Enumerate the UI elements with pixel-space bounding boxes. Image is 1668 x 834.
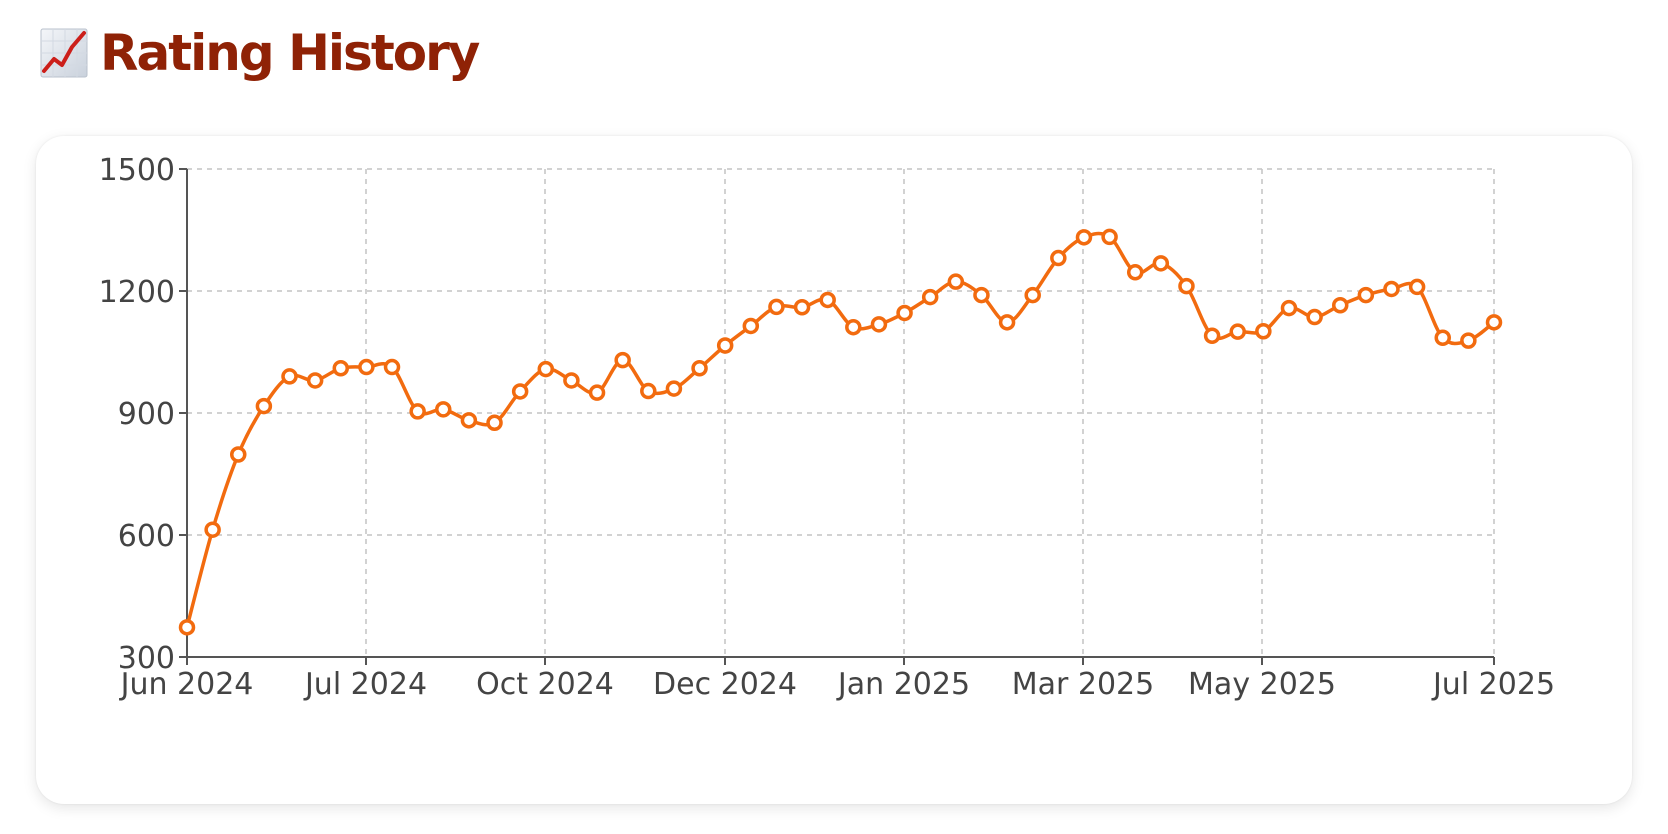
data-point — [640, 382, 657, 400]
x-tick-label: Oct 2024 — [476, 667, 614, 702]
data-point — [255, 397, 273, 415]
x-tick-label: Jan 2025 — [836, 667, 970, 702]
x-tick-label: Dec 2024 — [653, 667, 797, 702]
rating-line — [185, 231, 1496, 628]
data-point — [204, 521, 221, 538]
data-point — [716, 337, 734, 354]
data-point — [1280, 299, 1298, 317]
data-point — [896, 304, 913, 322]
data-point — [1408, 278, 1426, 296]
data-point — [281, 368, 298, 385]
data-point — [383, 358, 401, 376]
data-point — [563, 372, 580, 389]
x-tick-label: May 2025 — [1188, 667, 1336, 702]
x-tick-label: Jun 2024 — [119, 667, 254, 702]
grid — [187, 168, 1495, 657]
data-point — [921, 288, 939, 306]
data-point — [793, 299, 811, 316]
data-point — [1306, 308, 1323, 326]
rating-chart-card: 300 600 900 1200 1500 Jun 2024 Jul 2024 Oct 202… — [36, 136, 1632, 804]
data-point — [332, 360, 350, 377]
rating-series — [178, 228, 1503, 636]
data-point — [845, 318, 862, 336]
data-point — [230, 446, 247, 463]
y-tick-label: 300 — [118, 641, 175, 676]
y-tick-label: 1200 — [99, 275, 175, 310]
data-point — [1383, 280, 1400, 298]
data-point — [1178, 277, 1195, 295]
data-point — [819, 291, 836, 309]
data-point — [742, 317, 760, 335]
data-point — [511, 383, 529, 400]
data-point — [486, 414, 503, 432]
rating-history-chart: 300 600 900 1200 1500 Jun 2024 Jul 2024 Oct 202… — [99, 153, 1555, 702]
data-point — [1331, 296, 1349, 314]
data-point — [1434, 329, 1451, 347]
x-tick-label: Jul 2025 — [1431, 667, 1555, 702]
data-point — [537, 360, 555, 378]
page-title: Rating History — [100, 24, 480, 82]
data-point — [435, 401, 452, 418]
y-tick-label: 900 — [118, 397, 175, 432]
y-tick-label: 1500 — [99, 153, 175, 188]
x-tick-label: Mar 2025 — [1012, 667, 1155, 702]
chart-increasing-icon — [40, 28, 88, 78]
data-point — [1126, 264, 1144, 281]
data-point — [1203, 327, 1221, 344]
data-point — [1050, 249, 1067, 267]
data-point — [1101, 228, 1118, 246]
data-point — [1255, 323, 1272, 340]
data-point — [178, 619, 196, 636]
data-point — [588, 384, 606, 401]
data-point — [1152, 255, 1170, 272]
data-point — [1460, 332, 1477, 349]
data-point — [768, 298, 785, 316]
data-point — [614, 351, 631, 369]
data-point — [665, 380, 683, 397]
y-tick-label: 600 — [118, 519, 175, 554]
data-point — [1075, 229, 1093, 246]
data-point — [1485, 314, 1503, 331]
x-tick-label: Jul 2024 — [303, 667, 427, 702]
data-point — [1024, 286, 1041, 304]
data-point — [1229, 323, 1246, 340]
axes: 300 600 900 1200 1500 Jun 2024 Jul 2024 Oct 202… — [99, 153, 1555, 702]
data-point — [1357, 286, 1375, 304]
data-point — [409, 403, 426, 420]
page-header: Rating History — [40, 18, 480, 88]
data-point — [973, 286, 990, 304]
data-point — [870, 316, 888, 333]
data-point — [358, 358, 375, 376]
data-point — [947, 273, 965, 290]
data-point — [998, 314, 1016, 331]
data-point — [460, 412, 478, 429]
data-point — [306, 372, 324, 389]
data-point — [691, 360, 708, 377]
